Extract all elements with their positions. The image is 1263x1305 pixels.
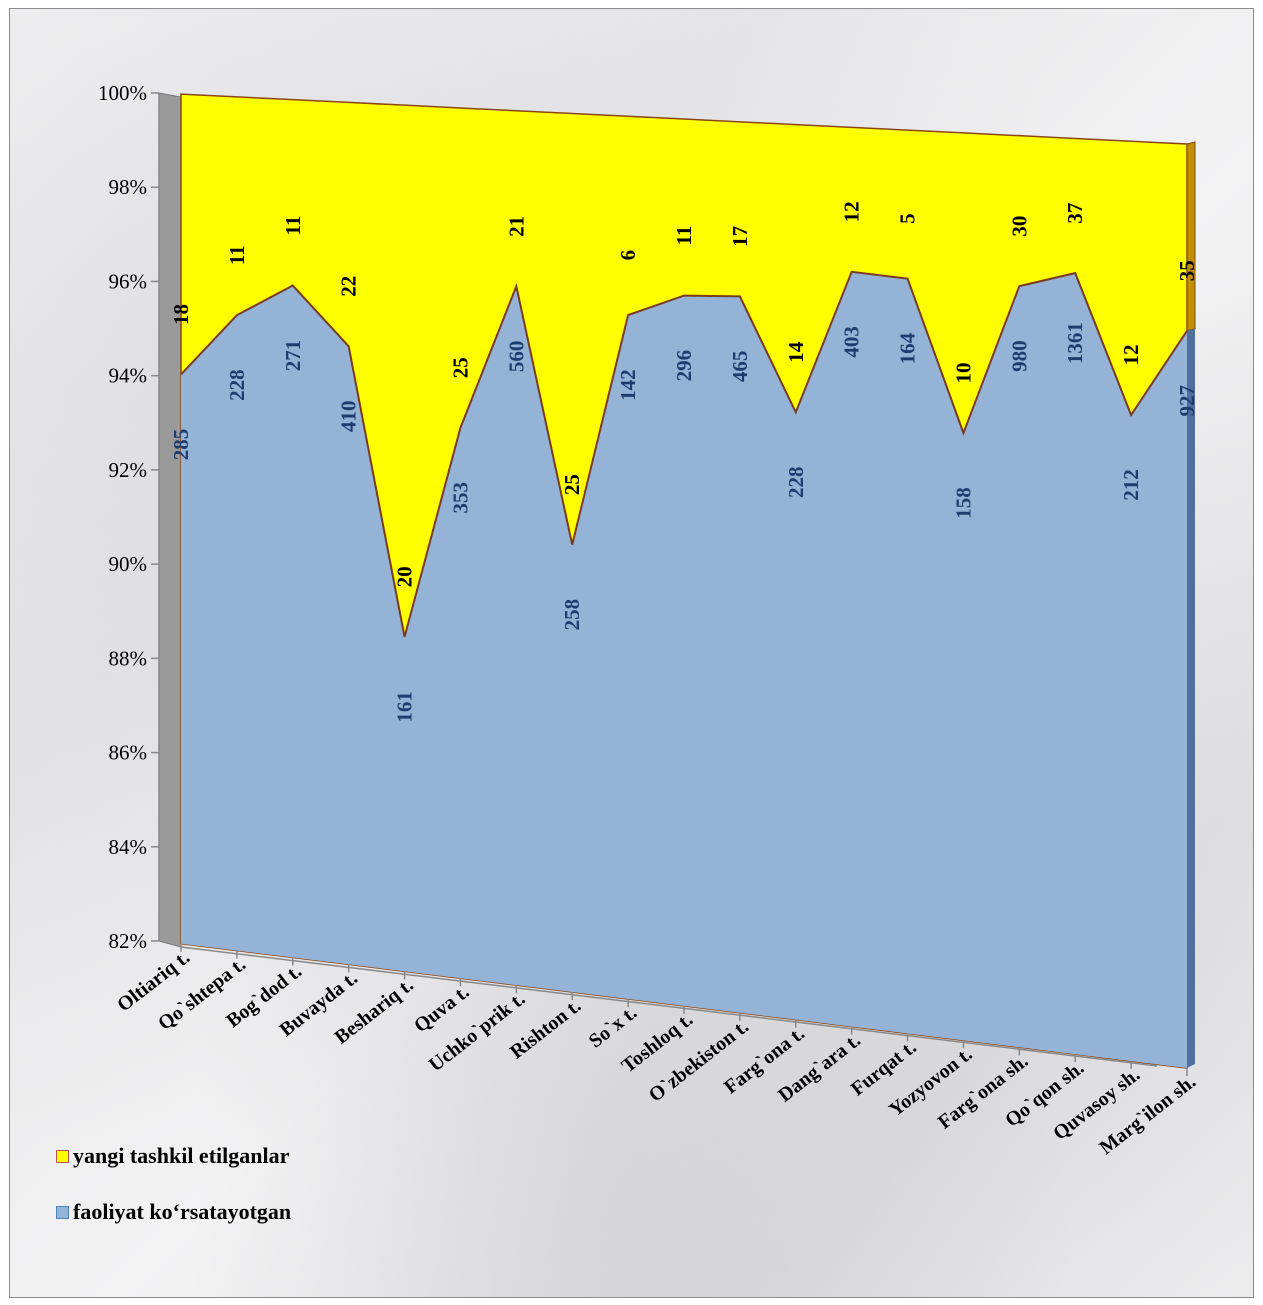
- data-label-faoliyat: 410: [337, 401, 361, 433]
- data-label-yangi: 37: [1063, 203, 1087, 224]
- y-tick-label: 82%: [109, 929, 148, 953]
- data-label-faoliyat: 927: [1175, 385, 1199, 417]
- y-tick-label: 94%: [109, 364, 148, 388]
- y-tick-label: 92%: [109, 458, 148, 482]
- data-label-yangi: 18: [169, 304, 193, 325]
- data-label-faoliyat: 296: [672, 350, 696, 382]
- data-label-yangi: 5: [896, 213, 920, 224]
- data-label-yangi: 14: [784, 341, 808, 363]
- right-edge-yellow: [1186, 141, 1196, 332]
- area-faoliyat: [181, 271, 1187, 1068]
- boundary-line: [180, 270, 1188, 638]
- data-label-yangi: 10: [951, 362, 975, 383]
- data-label-yangi: 25: [560, 474, 584, 495]
- legend-label-blue: faoliyat ko‘rsatayotgan: [73, 1199, 292, 1224]
- y-tick-label: 98%: [109, 175, 148, 199]
- data-label-faoliyat: 1361: [1063, 322, 1087, 364]
- data-label-yangi: 12: [840, 201, 864, 222]
- y-tick-label: 90%: [109, 552, 148, 576]
- data-label-faoliyat: 158: [951, 487, 975, 519]
- data-label-faoliyat: 465: [728, 351, 752, 383]
- left-wall: [158, 92, 182, 948]
- data-label-faoliyat: 212: [1119, 469, 1143, 501]
- legend-item-blue: faoliyat ko‘rsatayotgan: [56, 1199, 291, 1225]
- data-label-yangi: 21: [504, 216, 528, 237]
- data-label-faoliyat: 142: [616, 369, 640, 401]
- data-label-yangi: 11: [672, 226, 696, 246]
- y-tick-label: 84%: [109, 835, 148, 859]
- legend-swatch-blue: [56, 1205, 69, 1219]
- data-label-yangi: 17: [728, 226, 752, 247]
- data-label-yangi: 30: [1007, 216, 1031, 237]
- data-label-yangi: 12: [1119, 344, 1143, 365]
- data-label-faoliyat: 285: [169, 429, 193, 461]
- data-label-yangi: 6: [616, 250, 640, 261]
- y-tick-label: 96%: [109, 269, 148, 293]
- data-label-yangi: 20: [393, 566, 417, 587]
- data-label-yangi: 11: [281, 216, 305, 236]
- data-label-faoliyat: 228: [225, 369, 249, 401]
- data-label-faoliyat: 164: [896, 332, 920, 364]
- right-edge-blue: [1187, 328, 1195, 1068]
- data-label-faoliyat: 258: [560, 599, 584, 631]
- data-label-faoliyat: 980: [1007, 340, 1031, 372]
- data-label-faoliyat: 228: [784, 467, 808, 499]
- chart-frame: 82% 84% 86% 88% 90% 92% 94% 96% 98% 100% Oltiariq …: [9, 8, 1254, 1298]
- data-label-yangi: 35: [1175, 260, 1199, 281]
- x-axis-line: [180, 946, 1158, 1067]
- data-label-yangi: 25: [448, 357, 472, 378]
- legend-swatch-yellow: [56, 1149, 69, 1163]
- area-chart: 82%84%86%88%90%92%94%96%98%100%Oltiariq …: [98, 81, 1200, 1159]
- data-label-faoliyat: 560: [504, 341, 528, 373]
- data-label-faoliyat: 353: [448, 482, 472, 514]
- x-tick-label: So`x t.: [585, 1002, 641, 1053]
- legend-item-yellow: yangi tashkil etilganlar: [56, 1143, 289, 1169]
- data-label-yangi: 22: [337, 276, 361, 297]
- data-label-faoliyat: 403: [840, 326, 864, 358]
- y-tick-label: 100%: [98, 81, 147, 105]
- data-label-faoliyat: 161: [393, 691, 417, 723]
- y-tick-label: 88%: [109, 646, 148, 670]
- legend-label-yellow: yangi tashkil etilganlar: [73, 1143, 290, 1168]
- data-label-yangi: 11: [225, 245, 249, 265]
- y-tick-label: 86%: [109, 741, 148, 765]
- data-label-faoliyat: 271: [281, 340, 305, 372]
